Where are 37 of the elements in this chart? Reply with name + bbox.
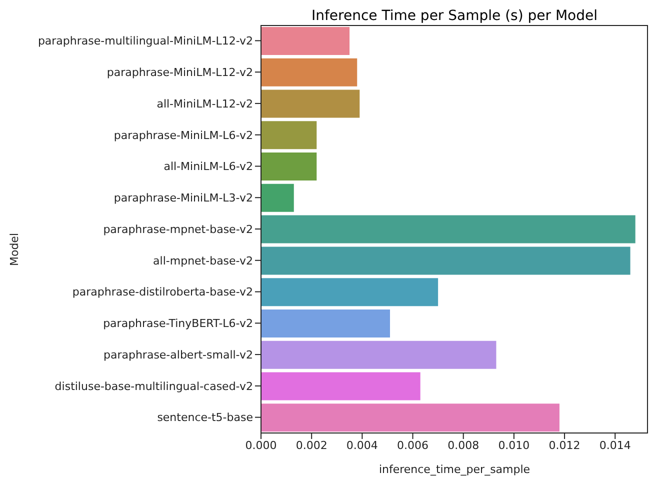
y-tick-label: paraphrase-MiniLM-L6-v2 bbox=[114, 128, 253, 142]
bar bbox=[261, 215, 636, 244]
bar bbox=[261, 58, 358, 86]
y-tick-label: paraphrase-MiniLM-L12-v2 bbox=[106, 66, 253, 79]
bar bbox=[261, 184, 294, 212]
bar bbox=[261, 121, 317, 150]
x-axis-title: inference_time_per_sample bbox=[378, 463, 530, 476]
x-tick-label: 0.010 bbox=[498, 438, 530, 452]
y-tick-label: paraphrase-TinyBERT-L6-v2 bbox=[103, 317, 253, 330]
bar bbox=[261, 278, 438, 306]
x-tick-label: 0.006 bbox=[397, 438, 429, 452]
x-tick-label: 0.000 bbox=[245, 438, 277, 452]
y-tick-label: paraphrase-multilingual-MiniLM-L12-v2 bbox=[38, 34, 253, 48]
x-tick-label: 0.014 bbox=[599, 438, 631, 452]
y-axis-title: Model bbox=[8, 232, 22, 266]
y-tick-label: all-MiniLM-L6-v2 bbox=[164, 160, 253, 174]
y-tick-label: paraphrase-MiniLM-L3-v2 bbox=[114, 192, 253, 205]
bar bbox=[261, 340, 496, 369]
y-tick-label: all-MiniLM-L12-v2 bbox=[156, 97, 253, 110]
y-tick-label: paraphrase-distilroberta-base-v2 bbox=[72, 286, 253, 299]
bar bbox=[261, 27, 350, 55]
bar bbox=[261, 246, 630, 275]
y-tick-label: paraphrase-albert-small-v2 bbox=[103, 348, 253, 362]
bar bbox=[261, 90, 360, 118]
x-tick-label: 0.008 bbox=[448, 438, 480, 452]
y-tick-label: paraphrase-mpnet-base-v2 bbox=[103, 222, 253, 236]
y-tick-label: sentence-t5-base bbox=[157, 411, 254, 424]
x-tick-label: 0.012 bbox=[548, 438, 580, 452]
y-tick-label: distiluse-base-multilingual-cased-v2 bbox=[54, 380, 253, 393]
y-tick-label: all-mpnet-base-v2 bbox=[153, 254, 253, 268]
x-tick-label: 0.004 bbox=[346, 438, 378, 452]
bar bbox=[261, 309, 390, 338]
bar bbox=[261, 372, 420, 400]
chart-title: Inference Time per Sample (s) per Model bbox=[310, 8, 598, 24]
bar bbox=[261, 152, 317, 181]
bar bbox=[261, 404, 560, 432]
x-tick-label: 0.002 bbox=[296, 438, 328, 452]
